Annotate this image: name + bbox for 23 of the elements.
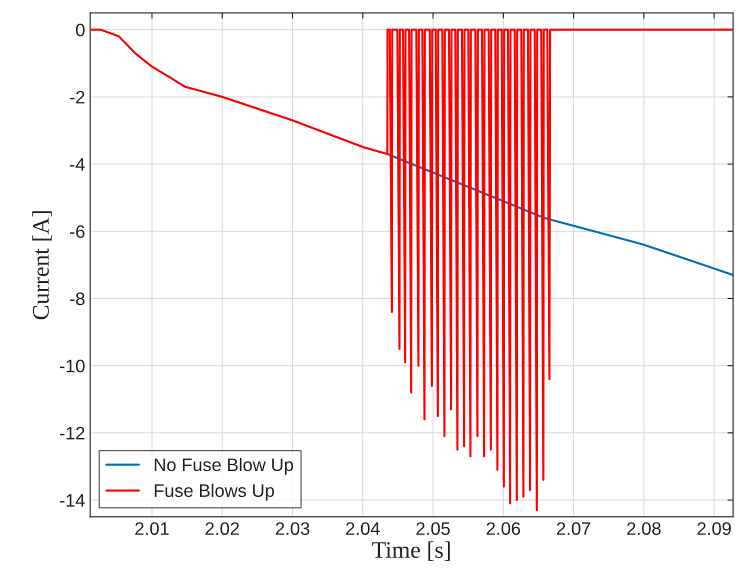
legend-label: No Fuse Blow Up [154,458,294,475]
x-tick-label: 2.07 [556,522,590,535]
y-tick-label: -8 [70,292,85,306]
y-tick-label: -2 [70,90,84,104]
y-tick-label: 0 [76,24,85,36]
y-tick-label: -6 [70,225,85,238]
x-tick-label: 2.09 [697,522,731,535]
y-axis-title: Current [A] [32,211,52,320]
x-tick-label: 2.08 [627,522,661,535]
y-tick-label: -10 [60,360,85,372]
x-tick-label: 2.04 [346,522,380,535]
x-tick-label: 2.05 [416,522,450,535]
x-tick-label: 2.03 [276,522,310,535]
x-tick-label: 2.02 [206,522,239,535]
y-tick-label: -12 [60,426,84,440]
line-series [386,152,734,276]
x-tick-label: 2.06 [486,522,520,535]
line-series [90,28,734,512]
x-axis-title: Time [s] [372,541,450,561]
legend-label: Fuse Blows Up [154,484,274,501]
y-tick-label: -14 [60,494,85,507]
y-tick-label: -4 [70,158,85,171]
x-tick-label: 2.01 [135,522,169,535]
